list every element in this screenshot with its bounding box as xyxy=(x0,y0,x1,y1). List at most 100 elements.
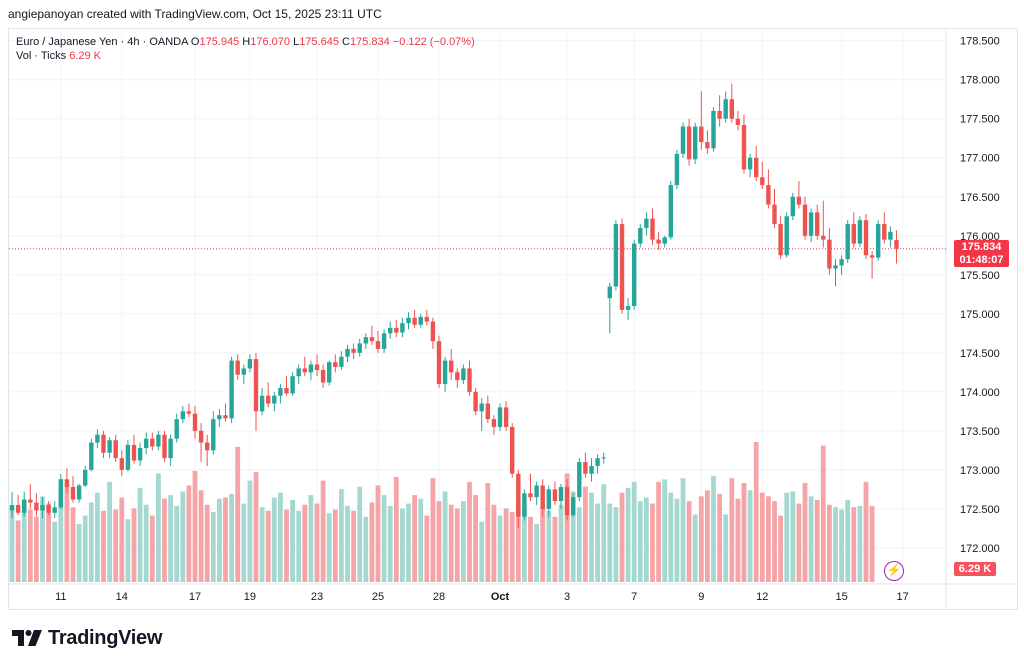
volume-bar[interactable] xyxy=(223,497,228,582)
candle-body[interactable] xyxy=(833,265,838,269)
candle-body[interactable] xyxy=(180,411,185,420)
candle-body[interactable] xyxy=(863,220,869,256)
candle-body[interactable] xyxy=(711,110,716,149)
volume-bar[interactable] xyxy=(479,521,485,582)
candle-body[interactable] xyxy=(595,458,600,466)
candle-body[interactable] xyxy=(64,479,70,488)
candle-body[interactable] xyxy=(369,337,375,342)
candle-body[interactable] xyxy=(845,224,850,260)
volume-bar[interactable] xyxy=(522,507,527,582)
candle-body[interactable] xyxy=(58,479,63,508)
candle-body[interactable] xyxy=(223,415,228,419)
volume-bar[interactable] xyxy=(204,504,210,582)
volume-bar[interactable] xyxy=(88,502,94,582)
volume-bar[interactable] xyxy=(784,492,790,582)
volume-bar[interactable] xyxy=(729,478,735,582)
volume-bar[interactable] xyxy=(656,481,661,582)
candle-body[interactable] xyxy=(52,507,57,513)
volume-bar[interactable] xyxy=(528,516,533,582)
volume-bar[interactable] xyxy=(753,442,759,582)
volume-bar[interactable] xyxy=(448,504,454,582)
lightning-icon[interactable]: ⚡ xyxy=(884,561,904,581)
candle-body[interactable] xyxy=(375,341,381,349)
candle-body[interactable] xyxy=(272,395,277,404)
volume-bar[interactable] xyxy=(845,499,851,582)
volume-bar[interactable] xyxy=(851,507,857,582)
volume-bar[interactable] xyxy=(278,492,283,582)
volume-bar[interactable] xyxy=(570,491,576,582)
candle-body[interactable] xyxy=(9,504,15,511)
volume-bar[interactable] xyxy=(339,489,344,582)
volume-bar[interactable] xyxy=(509,512,515,582)
candle-body[interactable] xyxy=(589,465,594,474)
volume-bar[interactable] xyxy=(723,514,729,582)
candle-body[interactable] xyxy=(607,286,612,299)
candle-body[interactable] xyxy=(808,212,814,236)
candle-body[interactable] xyxy=(22,499,27,513)
candle-body[interactable] xyxy=(211,419,216,451)
candle-body[interactable] xyxy=(644,218,649,228)
volume-bar[interactable] xyxy=(369,502,375,582)
volume-bar[interactable] xyxy=(814,499,820,582)
volume-bar[interactable] xyxy=(101,510,106,582)
candle-body[interactable] xyxy=(406,317,411,324)
candle-body[interactable] xyxy=(113,440,118,459)
volume-bar[interactable] xyxy=(125,519,131,582)
volume-bar[interactable] xyxy=(418,498,424,582)
volume-bar[interactable] xyxy=(113,509,119,582)
volume-bar[interactable] xyxy=(503,508,509,582)
candle-body[interactable] xyxy=(278,387,283,396)
volume-bar[interactable] xyxy=(217,498,222,582)
volume-bar[interactable] xyxy=(119,497,125,582)
volume-bar[interactable] xyxy=(650,503,655,582)
candle-body[interactable] xyxy=(747,157,753,170)
volume-bar[interactable] xyxy=(564,473,570,582)
volume-bar[interactable] xyxy=(747,490,753,582)
candle-body[interactable] xyxy=(821,235,826,240)
candle-body[interactable] xyxy=(790,196,795,217)
volume-bar[interactable] xyxy=(424,515,430,582)
volume-bar[interactable] xyxy=(271,497,277,582)
candle-body[interactable] xyxy=(34,502,39,511)
candle-body[interactable] xyxy=(76,485,82,500)
candle-body[interactable] xyxy=(339,356,344,367)
volume-bar[interactable] xyxy=(320,480,326,582)
candle-body[interactable] xyxy=(522,493,527,517)
volume-bar[interactable] xyxy=(381,495,387,582)
candle-body[interactable] xyxy=(601,457,606,459)
candle-body[interactable] xyxy=(754,157,759,178)
candle-body[interactable] xyxy=(320,369,326,383)
candle-body[interactable] xyxy=(760,177,765,186)
candle-body[interactable] xyxy=(137,448,143,461)
volume-bar[interactable] xyxy=(576,507,582,582)
candle-body[interactable] xyxy=(333,362,338,367)
candle-body[interactable] xyxy=(796,196,802,205)
volume-bar[interactable] xyxy=(552,516,558,582)
candle-body[interactable] xyxy=(705,142,710,149)
volume-bar[interactable] xyxy=(735,498,741,582)
volume-bar[interactable] xyxy=(168,495,173,582)
candle-body[interactable] xyxy=(656,239,661,244)
volume-bar[interactable] xyxy=(820,445,826,582)
candle-body[interactable] xyxy=(516,473,521,517)
candle-body[interactable] xyxy=(741,124,747,170)
candle-body[interactable] xyxy=(534,485,539,498)
volume-bar[interactable] xyxy=(235,446,241,582)
volume-bar[interactable] xyxy=(210,512,216,582)
candle-body[interactable] xyxy=(394,327,399,333)
volume-bar[interactable] xyxy=(149,515,155,582)
candle-body[interactable] xyxy=(674,153,680,186)
candle-body[interactable] xyxy=(131,444,137,461)
candle-body[interactable] xyxy=(125,444,131,470)
candle-body[interactable] xyxy=(717,110,722,119)
volume-bar[interactable] xyxy=(229,493,234,582)
candle-body[interactable] xyxy=(632,243,637,306)
volume-bar[interactable] xyxy=(363,516,369,582)
volume-bar[interactable] xyxy=(772,501,777,582)
volume-bar[interactable] xyxy=(442,491,448,582)
candle-body[interactable] xyxy=(625,306,631,310)
volume-bar[interactable] xyxy=(662,479,668,582)
volume-bar[interactable] xyxy=(375,485,381,582)
candle-body[interactable] xyxy=(418,316,423,325)
